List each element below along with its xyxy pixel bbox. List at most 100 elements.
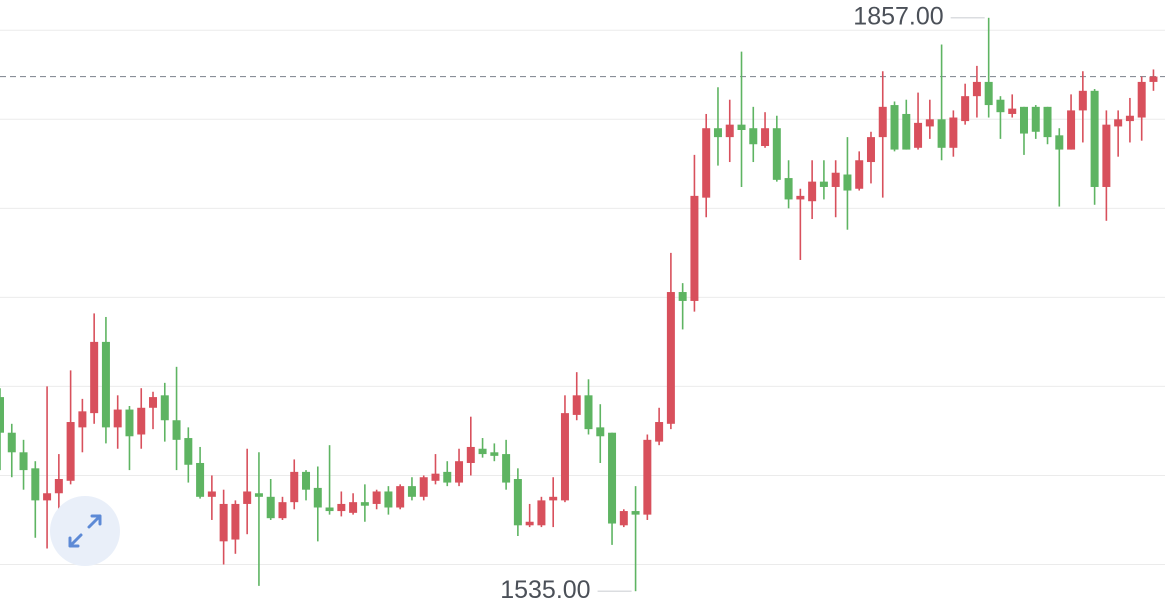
candle-body	[549, 496, 558, 501]
candle-body	[796, 195, 805, 200]
candle-body	[384, 491, 393, 508]
candle-body	[831, 172, 840, 187]
candle-body	[808, 181, 817, 202]
candle-body	[1031, 106, 1040, 132]
candle-body	[396, 486, 405, 508]
candle-body	[1055, 135, 1064, 150]
candle-body	[219, 503, 228, 542]
candle-body	[31, 468, 40, 501]
candle-body	[925, 119, 934, 127]
candle-body	[160, 395, 169, 421]
candle-body	[961, 96, 970, 122]
expand-button-bg[interactable]	[50, 496, 120, 566]
candle-body	[608, 432, 617, 524]
candle-body	[443, 471, 452, 483]
candle-body	[149, 397, 158, 408]
candle-body	[666, 292, 675, 424]
candle-body	[619, 511, 628, 526]
candle-body	[749, 128, 758, 145]
candle-body	[1008, 108, 1017, 114]
candle-body	[525, 521, 534, 526]
candle-body	[902, 113, 911, 150]
candle-body	[1114, 119, 1123, 127]
candle-body	[819, 181, 828, 187]
candle-body	[572, 395, 581, 415]
candle-body	[937, 119, 946, 148]
candle-body	[996, 99, 1005, 113]
candle-body	[490, 452, 499, 456]
candle-body	[278, 502, 287, 519]
candle-body	[584, 395, 593, 430]
candle-body	[560, 413, 569, 501]
candle-body	[66, 422, 75, 481]
candle-body	[1149, 76, 1158, 82]
candle-body	[1067, 110, 1076, 150]
candle-body	[478, 448, 487, 455]
candle-body	[713, 128, 722, 138]
candle-body	[596, 427, 605, 437]
candle-body	[1125, 115, 1134, 122]
candle-body	[243, 491, 252, 504]
candle-body	[502, 454, 511, 483]
expand-icon[interactable]	[68, 514, 102, 548]
candle-body	[125, 409, 134, 437]
expand-button[interactable]	[50, 496, 120, 566]
candle-body	[655, 422, 664, 442]
candle-body	[419, 477, 428, 497]
candle-body	[266, 496, 275, 519]
candle-body	[678, 292, 687, 301]
candle-body	[101, 341, 110, 428]
candle-body	[7, 432, 16, 453]
candle-body	[325, 507, 334, 512]
candle-body	[878, 106, 887, 138]
candle-body	[207, 491, 216, 497]
candle-body	[972, 81, 981, 97]
candle-body	[19, 452, 28, 471]
candle-body	[643, 439, 652, 515]
candle-body	[1043, 106, 1052, 138]
candle-body	[90, 341, 99, 414]
candle-body	[631, 511, 640, 515]
candle-body	[772, 128, 781, 180]
candle-body	[1078, 90, 1087, 111]
candle-body	[702, 128, 711, 198]
candle-body	[537, 500, 546, 526]
candle-body	[431, 473, 440, 481]
candle-body	[302, 471, 311, 490]
candle-body	[843, 174, 852, 191]
candle-body	[466, 446, 475, 463]
candle-body	[196, 462, 205, 497]
candle-body	[855, 160, 864, 189]
candle-body	[54, 479, 63, 494]
candle-body	[360, 502, 369, 506]
candle-body	[137, 407, 146, 435]
candle-body	[43, 493, 52, 501]
candle-body	[172, 420, 181, 440]
candle-body	[690, 195, 699, 301]
annotation-label: 1535.00	[500, 576, 590, 604]
candle-body	[761, 128, 770, 147]
candle-body	[914, 122, 923, 148]
candle-body	[78, 411, 87, 428]
candle-body	[1090, 90, 1099, 187]
candle-body	[784, 178, 793, 200]
candle-body	[1019, 106, 1028, 134]
candle-body	[725, 124, 734, 138]
candle-body	[513, 479, 522, 526]
candle-body	[890, 105, 899, 150]
candle-body	[290, 471, 299, 503]
candle-body	[184, 438, 193, 465]
candle-body	[949, 117, 958, 148]
candle-body	[231, 503, 240, 540]
candle-body	[337, 503, 346, 512]
candle-body	[866, 137, 875, 163]
candle-body	[455, 461, 464, 483]
candle-body	[372, 491, 381, 504]
candle-body	[984, 81, 993, 106]
candle-body	[254, 493, 263, 497]
candle-body	[407, 486, 416, 497]
candle-body	[737, 124, 746, 130]
